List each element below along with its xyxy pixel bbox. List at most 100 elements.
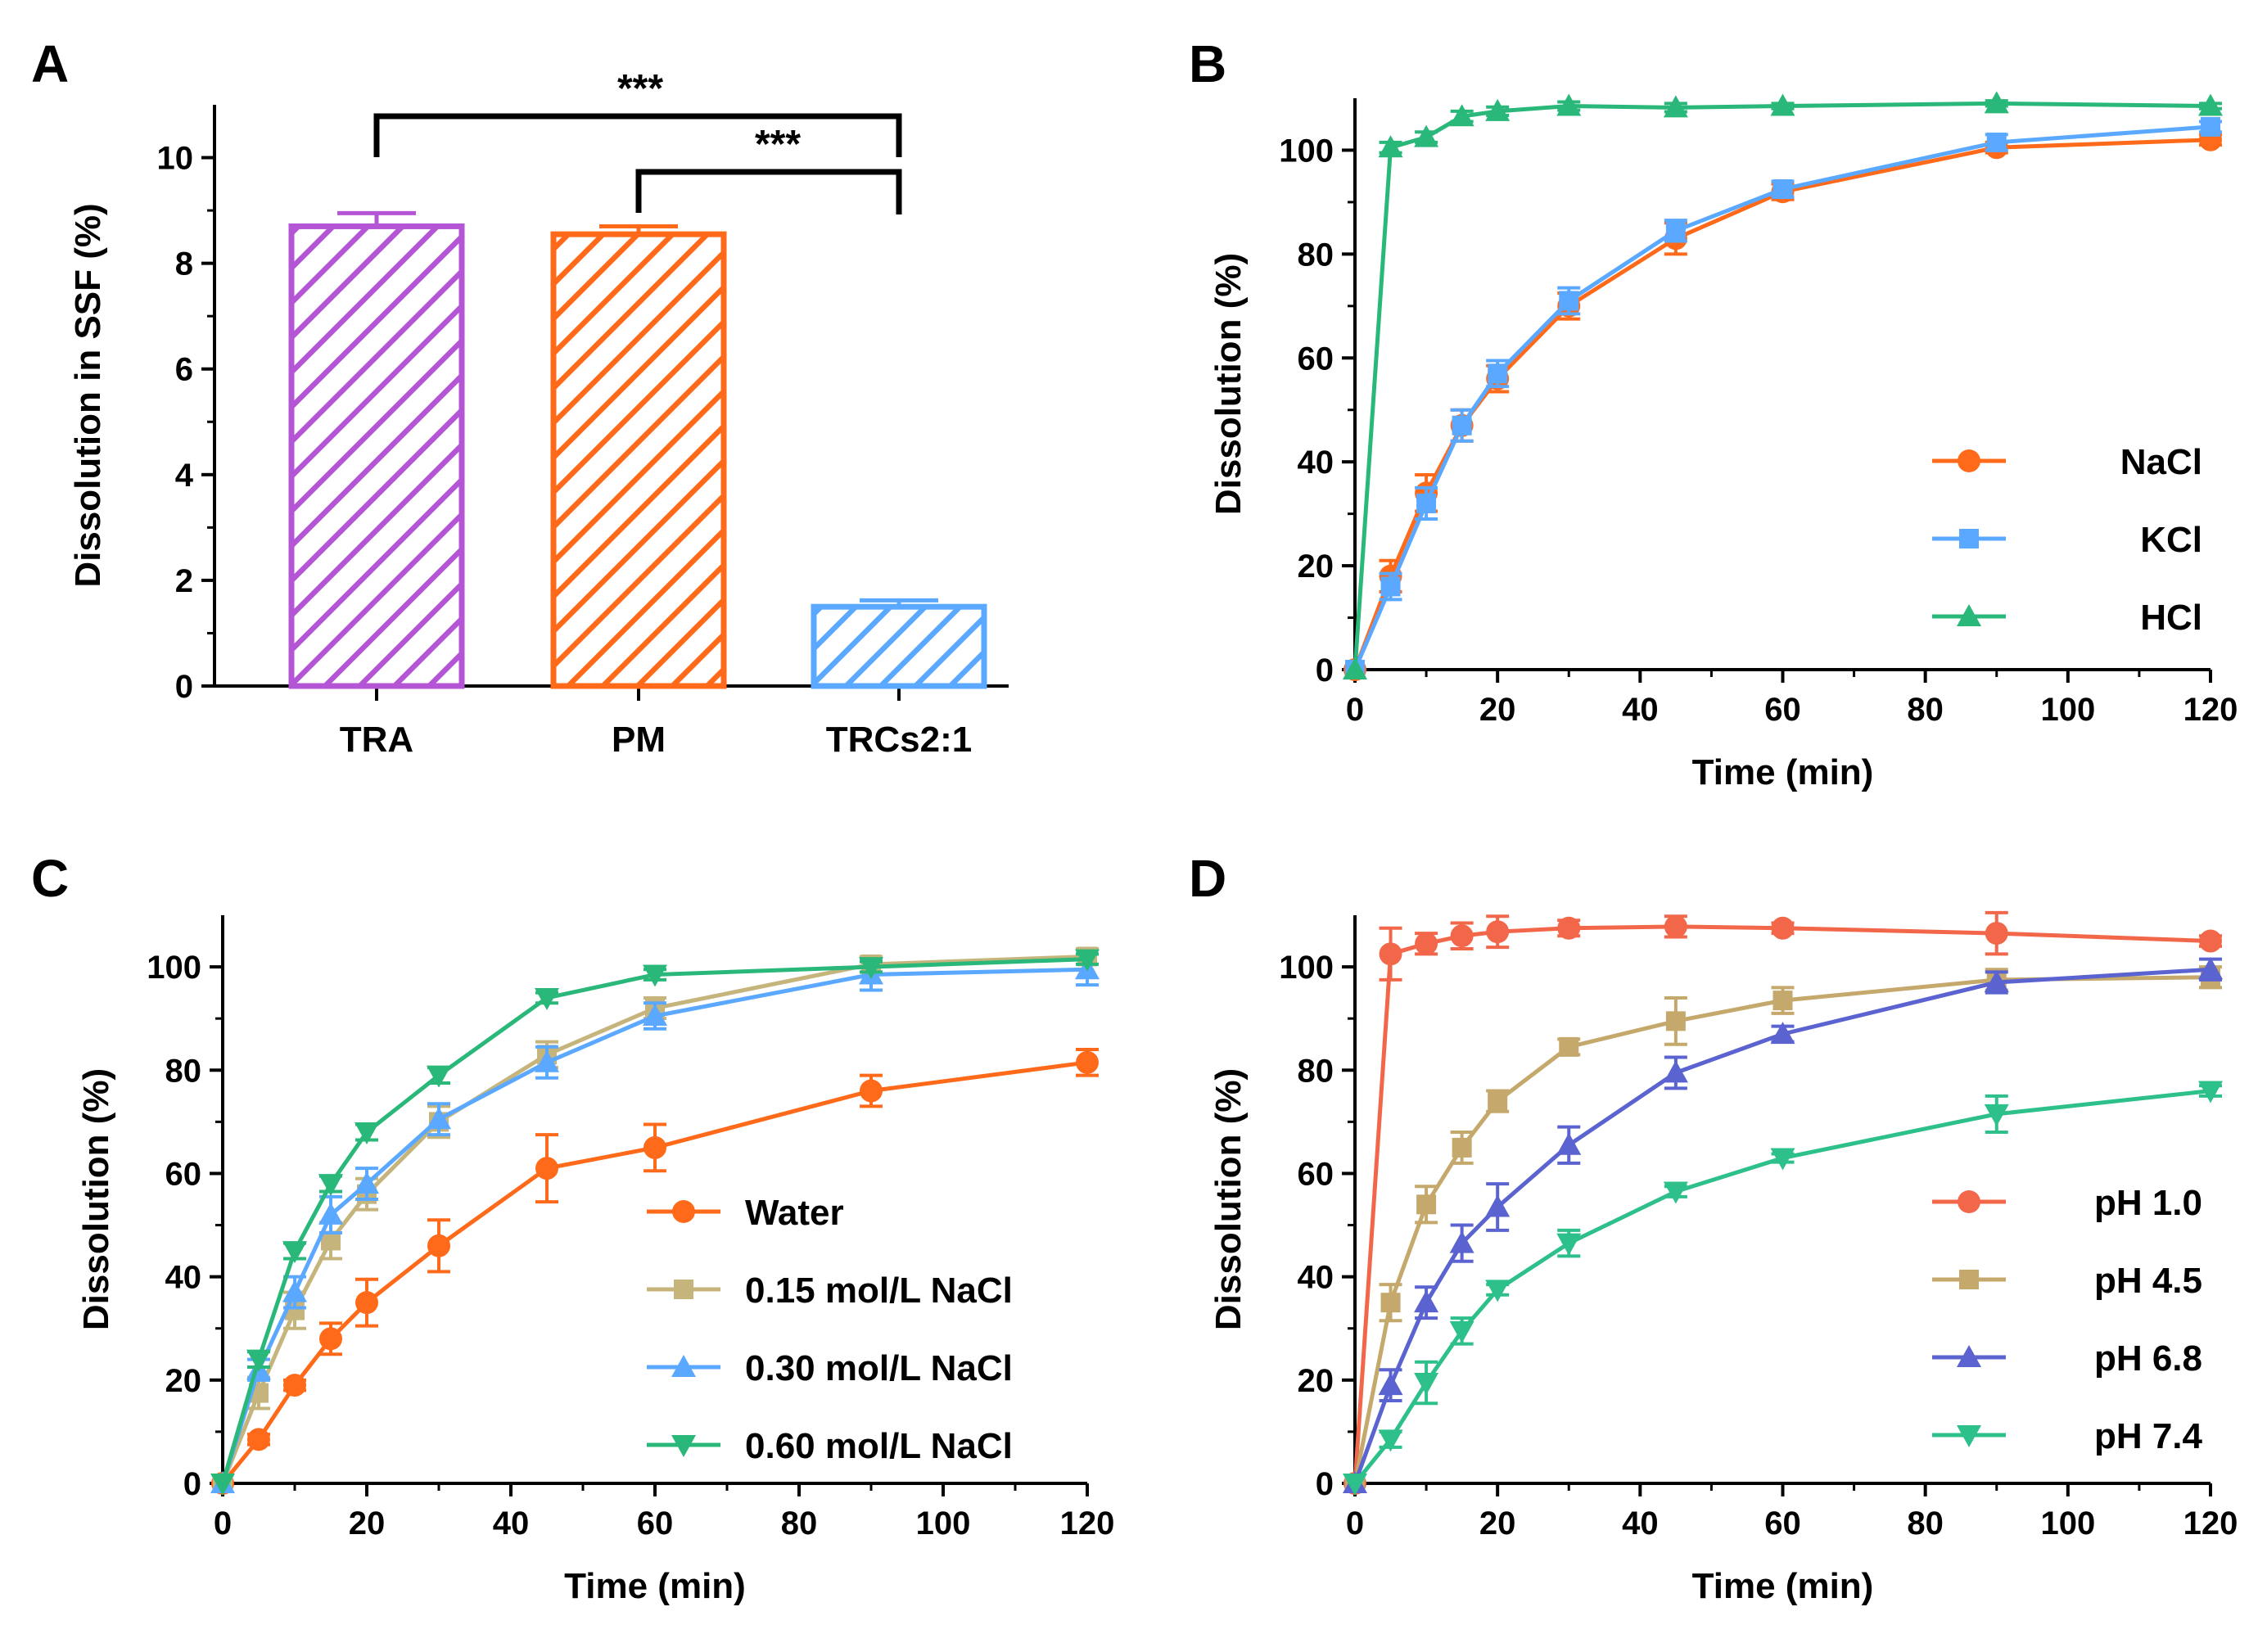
- legend-swatch-marker: [1958, 1190, 1980, 1213]
- data-point-ph-6-8: [1663, 1060, 1688, 1083]
- data-point-kcl: [1416, 493, 1437, 513]
- legend-label: pH 1.0: [2094, 1183, 2202, 1223]
- data-point-water: [283, 1374, 306, 1397]
- y-tick-label: 0: [1316, 652, 1334, 688]
- y-tick-label: 80: [1298, 1053, 1334, 1089]
- data-point-ph-4-5: [1488, 1091, 1508, 1112]
- legend-item-0-60-mol-l-nacl: 0.60 mol/L NaCl: [647, 1426, 1013, 1466]
- y-tick-label: 100: [1279, 950, 1334, 986]
- data-point-ph-6-8: [1449, 1230, 1474, 1253]
- legend-label: HCl: [2140, 598, 2202, 638]
- y-tick-label: 0: [183, 1466, 201, 1502]
- panel-d: D 0 20 40 60 80 100 Dissolution (%) 0 20 40 60 80 10…: [1189, 849, 2238, 1606]
- data-point-ph-1-0: [1771, 916, 1795, 940]
- data-point-0-60-mol-l-nacl: [282, 1241, 307, 1264]
- y-tick-label: 40: [165, 1260, 202, 1296]
- panel-letter-b: B: [1189, 34, 1226, 93]
- x-tick-label: 60: [1764, 692, 1801, 728]
- x-tick-label: 100: [2040, 692, 2095, 728]
- data-point-ph-7-4: [1378, 1429, 1403, 1452]
- legend-label: KCl: [2140, 520, 2202, 560]
- legend-swatch-marker: [1959, 529, 1979, 548]
- data-point-ph-6-8: [2198, 957, 2223, 980]
- data-point-0-60-mol-l-nacl: [210, 1474, 235, 1496]
- series-line-0-15-mol-l-nacl: [220, 954, 1088, 1484]
- legend: NaCl KCl HCl: [1932, 442, 2202, 638]
- data-point-0-30-mol-l-nacl: [427, 1107, 451, 1130]
- data-point-kcl: [1380, 576, 1401, 597]
- data-point-hcl: [2198, 93, 2223, 116]
- x-tick-label: 0: [214, 1505, 232, 1541]
- data-point-0-60-mol-l-nacl: [427, 1065, 451, 1088]
- data-point-ph-6-8: [1770, 1022, 1795, 1045]
- y-tick-label: 100: [1279, 133, 1334, 169]
- data-point-ph-4-5: [1773, 991, 1793, 1011]
- data-point-ph-1-0: [1415, 932, 1438, 955]
- bar-trcs2-1: [811, 603, 987, 689]
- x-tick-label: 20: [349, 1505, 386, 1541]
- data-point-ph-6-8: [1556, 1132, 1582, 1155]
- series-line-ph-6-8: [1353, 967, 2211, 1484]
- data-point-ph-1-0: [1664, 914, 1687, 938]
- series-line-kcl: [1353, 124, 2211, 670]
- data-point-kcl: [1665, 220, 1686, 241]
- data-point-ph-6-8: [1414, 1290, 1439, 1313]
- data-point-hcl: [1343, 657, 1367, 679]
- data-point-hcl: [1556, 93, 1582, 116]
- y-tick-label: 100: [147, 950, 201, 986]
- legend-item-0-30-mol-l-nacl: 0.30 mol/L NaCl: [647, 1348, 1013, 1388]
- data-point-water: [535, 1157, 558, 1180]
- data-point-ph-1-0: [1379, 942, 1402, 966]
- x-tick-label: 40: [493, 1505, 530, 1541]
- data-point-ph-7-4: [1414, 1372, 1439, 1395]
- legend-item-ph-1-0: pH 1.0: [1932, 1183, 2202, 1223]
- series-line-hcl: [1353, 101, 2211, 670]
- data-point-0-30-mol-l-nacl: [643, 1004, 667, 1027]
- y-axis-label: Dissolution (%): [1208, 1068, 1249, 1330]
- x-tick-label: 60: [637, 1505, 674, 1541]
- y-tick-label: 60: [1298, 341, 1334, 377]
- data-point-0-60-mol-l-nacl: [355, 1122, 379, 1144]
- series-ph-7-4: [1343, 1081, 2223, 1496]
- data-point-0-30-mol-l-nacl: [318, 1202, 343, 1225]
- y-tick-label: 2: [175, 563, 193, 599]
- data-point-hcl: [1663, 95, 1688, 118]
- data-point-ph-7-4: [1984, 1104, 2009, 1126]
- legend-swatch-marker: [674, 1280, 693, 1299]
- x-tick-label: 60: [1764, 1505, 1801, 1541]
- series-ph-6-8: [1343, 957, 2223, 1493]
- data-point-ph-7-4: [2198, 1081, 2223, 1104]
- series-0-60-mol-l-nacl: [210, 949, 1100, 1496]
- x-tick-label: 80: [781, 1505, 818, 1541]
- data-point-water: [355, 1291, 378, 1315]
- legend-swatch-marker: [1959, 1270, 1979, 1289]
- series-line-0-30-mol-l-nacl: [220, 967, 1088, 1484]
- x-tick-label: 120: [1060, 1505, 1115, 1541]
- line-chart-b: 0 20 40 60 80 100 Dissolution (%) 0 20 40 60 80 100 1…: [1208, 91, 2238, 792]
- data-point-0-30-mol-l-nacl: [535, 1049, 559, 1072]
- x-axis-label: Time (min): [564, 1566, 746, 1606]
- series-line-water: [221, 1060, 1088, 1485]
- x-tick-label: 40: [1622, 692, 1659, 728]
- data-point-0-60-mol-l-nacl: [246, 1349, 271, 1372]
- data-point-hcl: [1414, 124, 1439, 147]
- legend: pH 1.0 pH 4.5 pH 6.8 pH 7.4: [1932, 1183, 2203, 1456]
- data-point-hcl: [1449, 104, 1474, 127]
- x-tick-label: 100: [2040, 1505, 2095, 1541]
- data-point-ph-7-4: [1770, 1148, 1795, 1171]
- data-point-ph-4-5: [1416, 1194, 1437, 1215]
- data-point-0-60-mol-l-nacl: [859, 957, 883, 980]
- data-point-0-30-mol-l-nacl: [355, 1171, 379, 1194]
- legend-swatch-marker: [1957, 1345, 1981, 1367]
- legend-item-ph-7-4: pH 7.4: [1932, 1416, 2203, 1456]
- data-point-ph-7-4: [1556, 1233, 1582, 1256]
- y-tick-label: 20: [1298, 1363, 1334, 1399]
- y-tick-label: 20: [1298, 548, 1334, 585]
- y-axis-label: Dissolution (%): [76, 1068, 116, 1330]
- series-line-ph-4-5: [1353, 975, 2211, 1484]
- legend-item-0-15-mol-l-nacl: 0.15 mol/L NaCl: [647, 1271, 1013, 1311]
- legend-item-kcl: KCl: [1932, 520, 2202, 560]
- series-0-30-mol-l-nacl: [210, 952, 1100, 1493]
- panel-a: A 0 2 4 6 8 10 Dissolution in SSF (%) TRA PM TRCs…: [31, 34, 1009, 760]
